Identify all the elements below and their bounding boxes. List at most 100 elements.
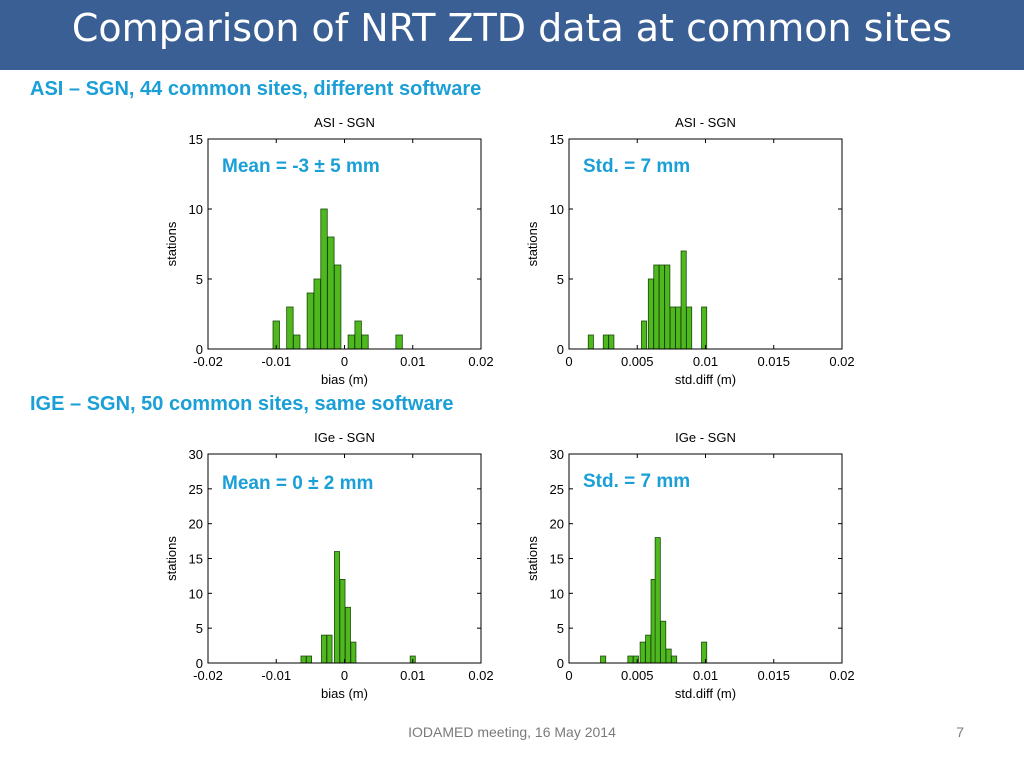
histogram-bar <box>326 634 333 664</box>
x-tick-label: -0.02 <box>193 668 223 683</box>
x-axis-label: std.diff (m) <box>675 686 736 701</box>
x-tick-label: 0.015 <box>757 668 790 683</box>
histogram-bar <box>645 634 652 664</box>
y-tick-label: 30 <box>189 447 203 462</box>
x-tick-label: 0.005 <box>621 354 654 369</box>
chart-annotation: Mean = -3 ± 5 mm <box>222 156 380 177</box>
x-tick-label: 0.01 <box>400 668 425 683</box>
histogram-bar <box>686 306 693 350</box>
histogram-bar <box>647 278 654 350</box>
y-axis-label: stations <box>525 221 540 266</box>
histogram-bar <box>675 306 682 350</box>
x-tick-label: 0 <box>341 354 348 369</box>
title-bar: Comparison of NRT ZTD data at common sit… <box>0 0 1024 70</box>
histogram-bar <box>272 320 280 350</box>
histogram-bar <box>327 236 335 350</box>
y-tick-label: 5 <box>196 621 203 636</box>
histogram-bar <box>671 655 678 664</box>
histogram-bar <box>293 334 301 350</box>
x-tick-label: 0.01 <box>693 668 718 683</box>
x-tick-label: 0.02 <box>468 668 493 683</box>
histogram-bar <box>395 334 403 350</box>
chart-title: ASI - SGN <box>314 115 375 130</box>
y-tick-label: 20 <box>550 517 564 532</box>
x-tick-label: 0.005 <box>621 668 654 683</box>
chart-annotation: Std. = 7 mm <box>583 156 690 177</box>
histogram-bar <box>639 641 646 664</box>
y-tick-label: 10 <box>550 202 564 217</box>
histogram-bar <box>600 655 607 664</box>
histogram-bar <box>641 320 648 350</box>
x-tick-label: 0.02 <box>829 668 854 683</box>
histogram-4: IGe - SGN 0 0.005 0.01 0.015 0.02 0 5 10 15 20 25 30… <box>525 430 855 701</box>
y-axis-label: stations <box>164 536 179 581</box>
histogram-bar <box>306 655 312 664</box>
histogram-bar <box>306 292 315 350</box>
histogram-bar <box>665 648 672 664</box>
chart-annotation: Std. = 7 mm <box>583 471 690 492</box>
histogram-bar <box>300 655 307 664</box>
y-tick-label: 15 <box>550 552 564 567</box>
histogram-3: IGe - SGN -0.02 -0.01 0 0.01 0.02 0 5 10 15 20 25 30… <box>164 430 494 701</box>
chart-annotation: Mean = 0 ± 2 mm <box>222 473 373 494</box>
histogram-bar <box>354 320 362 350</box>
histogram-2: ASI - SGN 0 0.005 0.01 0.015 0.02 0 5 10 15 std.di… <box>525 115 855 387</box>
slide-title: Comparison of NRT ZTD data at common sit… <box>71 6 953 50</box>
chart-title: ASI - SGN <box>675 115 736 130</box>
histogram-bar <box>608 334 615 350</box>
y-tick-label: 5 <box>557 272 564 287</box>
histogram-bar <box>680 250 687 350</box>
x-tick-label: 0 <box>341 668 348 683</box>
histogram-bar <box>664 264 671 350</box>
x-tick-label: 0.01 <box>400 354 425 369</box>
histogram-bar <box>658 264 665 350</box>
y-tick-label: 15 <box>550 132 564 147</box>
histogram-bar <box>347 334 355 350</box>
histogram-bar <box>339 579 346 664</box>
y-tick-label: 10 <box>189 586 203 601</box>
x-tick-label: -0.02 <box>193 354 223 369</box>
section-heading-asi: ASI – SGN, 44 common sites, different so… <box>30 78 482 100</box>
x-axis-label: bias (m) <box>321 686 368 701</box>
y-tick-label: 5 <box>196 272 203 287</box>
x-tick-label: 0.015 <box>757 354 790 369</box>
x-tick-label: 0.01 <box>693 354 718 369</box>
histogram-bar <box>653 264 660 350</box>
histogram-bar <box>344 606 351 664</box>
histogram-bar <box>701 306 708 350</box>
page-number: 7 <box>956 724 964 740</box>
y-tick-label: 15 <box>189 132 203 147</box>
x-tick-label: 0 <box>565 668 572 683</box>
y-tick-label: 0 <box>557 342 564 357</box>
chart-title: IGe - SGN <box>675 430 736 445</box>
x-tick-label: 0.02 <box>468 354 493 369</box>
y-tick-label: 10 <box>550 586 564 601</box>
y-tick-label: 0 <box>196 342 203 357</box>
histogram-bar <box>627 655 634 664</box>
histogram-bar <box>654 537 661 664</box>
histogram-bar <box>320 208 328 350</box>
y-tick-label: 20 <box>189 517 203 532</box>
histogram-bar <box>587 334 594 350</box>
histogram-bar <box>602 334 609 350</box>
x-tick-label: 0 <box>565 354 572 369</box>
x-tick-label: -0.01 <box>261 668 291 683</box>
histogram-bar <box>660 620 667 664</box>
y-axis-label: stations <box>525 536 540 581</box>
chart-title: IGe - SGN <box>314 430 375 445</box>
y-tick-label: 30 <box>550 447 564 462</box>
x-axis-label: bias (m) <box>321 372 368 387</box>
x-tick-label: 0.02 <box>829 354 854 369</box>
histogram-1: ASI - SGN -0.02 -0.01 0 0.01 0.02 0 5 10 15 bias (… <box>164 115 494 387</box>
y-tick-label: 0 <box>196 656 203 671</box>
histogram-bar <box>313 278 321 350</box>
histogram-bar <box>669 306 676 350</box>
y-tick-label: 25 <box>189 482 203 497</box>
y-tick-label: 15 <box>189 552 203 567</box>
histogram-bar <box>321 634 327 664</box>
y-axis-label: stations <box>164 221 179 266</box>
histogram-bar <box>361 334 369 350</box>
histogram-bar <box>334 551 340 664</box>
y-tick-label: 10 <box>189 202 203 217</box>
histogram-bar <box>350 641 357 664</box>
